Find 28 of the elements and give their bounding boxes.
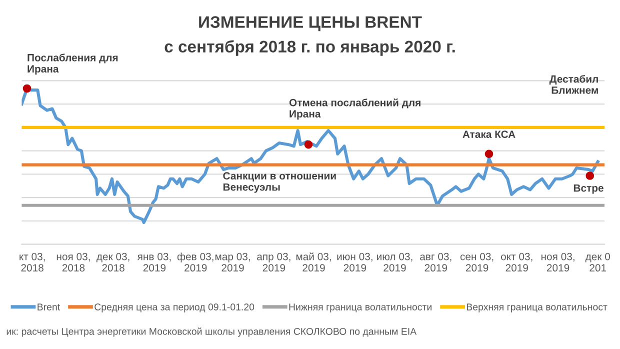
x-tick-label: дек 03, 2018 (96, 252, 130, 272)
annotation: Встре (574, 184, 604, 194)
legend-label: Верхняя граница волатильност (466, 304, 608, 312)
x-tick-label: июл 03, 2019 (377, 252, 412, 272)
x-tick-label: дек 0 201 (585, 252, 610, 272)
x-tick-label: окт 03, 2019 (501, 252, 532, 272)
x-tick-label: ноя 03, 2019 (541, 252, 574, 272)
annotation: Санкции в отношении Венесуэлы (223, 172, 336, 193)
x-tick-label: апр 03, 2019 (257, 252, 290, 272)
x-tick-label: авг 03, 2019 (420, 252, 452, 272)
annotation: Отмена послаблений для Ирана (289, 98, 420, 120)
legend-label: Нижняя граница волатильности (289, 304, 432, 312)
legend-label: Brent (38, 304, 60, 310)
x-tick-label: мар 03, 2019 (215, 252, 250, 272)
x-tick-label: июн 03, 2019 (337, 252, 372, 272)
chart-title: ИЗМЕНЕНИЕ ЦЕНЫ BRENT (199, 16, 422, 32)
annotation: Дестабил Ближнем (549, 74, 598, 94)
legend-label: Средняя цена за период 09.1-01.20 (94, 304, 254, 312)
x-tick-label: ноя 03, 2018 (56, 252, 90, 272)
annotation: Послабления для Ирана (28, 54, 118, 75)
x-tick-label: май 03, 2019 (296, 252, 331, 272)
x-tick-label: янв 03, 2019 (137, 252, 171, 272)
x-tick-label: сен 03, 2019 (460, 252, 494, 272)
x-tick-label: кт 03, 2018 (20, 252, 45, 272)
chart-subtitle: с сентября 2018 г. по январь 2020 г. (164, 40, 455, 56)
annotation: Атака КСА (462, 130, 516, 138)
x-tick-label: фев 03, 2019 (177, 252, 214, 272)
text: ик: расчеты Центра энергетики Московской школы управления СКОЛКОВО по данным EIA (6, 328, 417, 337)
